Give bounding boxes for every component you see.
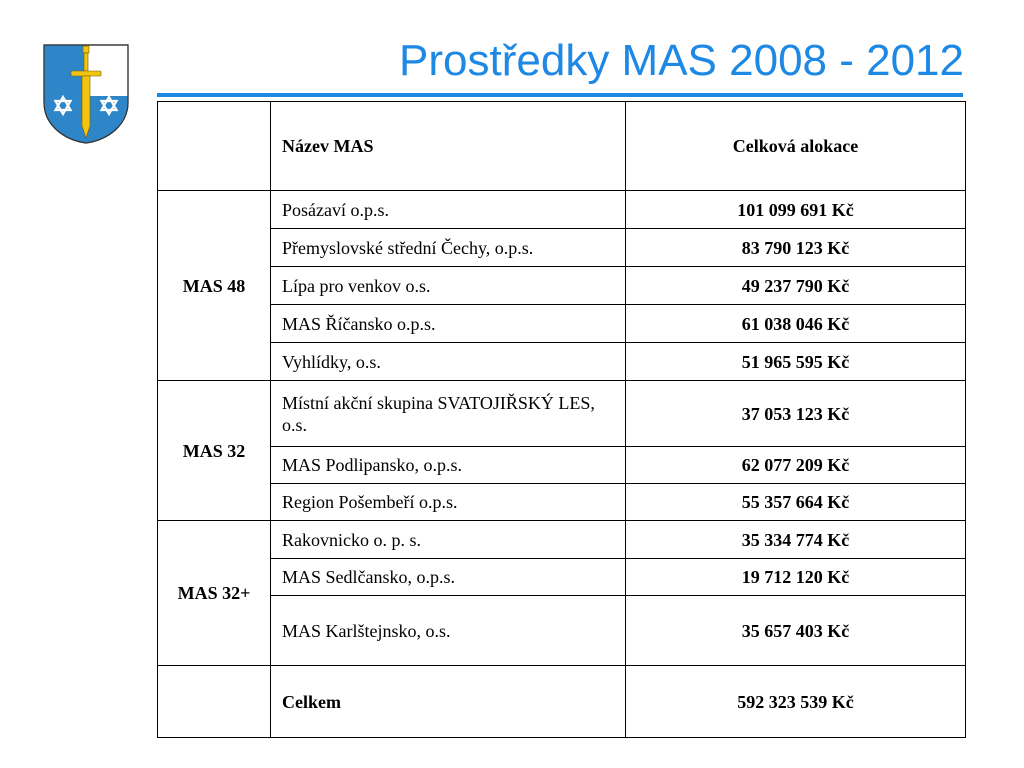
table-row: MAS 48 Posázaví o.p.s. 101 099 691 Kč [157, 190, 966, 381]
table-row: MAS 32 Místní akční skupina SVATOJIŘSKÝ … [157, 380, 966, 521]
table-row: Lípa pro venkov o.s. 49 237 790 Kč [158, 266, 966, 305]
total-amount: 592 323 539 Kč [625, 665, 966, 738]
mas-name: MAS Říčansko o.p.s. [270, 304, 626, 343]
mas-name: Rakovnicko o. p. s. [270, 520, 626, 559]
group-label: MAS 48 [157, 190, 271, 381]
mas-name: Region Pošembeří o.p.s. [270, 483, 626, 521]
mas-amount: 35 657 403 Kč [625, 595, 966, 666]
mas-amount: 61 038 046 Kč [625, 304, 966, 343]
mas-name: MAS Podlipansko, o.p.s. [270, 446, 626, 484]
mas-name: MAS Sedlčansko, o.p.s. [270, 558, 626, 596]
table-row: MAS 32+ Rakovnicko o. p. s. 35 334 774 K… [157, 520, 966, 666]
title-underline [157, 93, 963, 97]
mas-amount: 62 077 209 Kč [625, 446, 966, 484]
group-label: MAS 32+ [157, 520, 271, 666]
mas-name: Posázaví o.p.s. [270, 190, 626, 229]
mas-amount: 101 099 691 Kč [625, 190, 966, 229]
coat-of-arms-icon [43, 44, 129, 144]
mas-amount: 83 790 123 Kč [625, 228, 966, 267]
total-label: Celkem [270, 665, 626, 738]
table-row: MAS Podlipansko, o.p.s. 62 077 209 Kč [158, 446, 966, 484]
table-row: MAS Říčansko o.p.s. 61 038 046 Kč [158, 304, 966, 343]
mas-name: Vyhlídky, o.s. [270, 342, 626, 381]
total-row: Celkem 592 323 539 Kč [157, 665, 966, 738]
allocation-table: Název MAS Celková alokace MAS 48 Posázav… [157, 101, 966, 738]
mas-amount: 37 053 123 Kč [625, 380, 966, 447]
mas-name: Přemyslovské střední Čechy, o.p.s. [270, 228, 626, 267]
mas-name: Místní akční skupina SVATOJIŘSKÝ LES, o.… [270, 380, 626, 447]
page-title: Prostředky MAS 2008 - 2012 [399, 36, 964, 85]
header-amount: Celková alokace [625, 101, 966, 191]
mas-amount: 49 237 790 Kč [625, 266, 966, 305]
table-row: Vyhlídky, o.s. 51 965 595 Kč [158, 342, 966, 381]
mas-name: MAS Karlštejnsko, o.s. [270, 595, 626, 666]
header-name: Název MAS [270, 101, 626, 191]
mas-amount: 55 357 664 Kč [625, 483, 966, 521]
header-row: Název MAS Celková alokace [157, 101, 966, 191]
mas-amount: 51 965 595 Kč [625, 342, 966, 381]
table-row: Region Pošembeří o.p.s. 55 357 664 Kč [158, 483, 966, 521]
mas-amount: 19 712 120 Kč [625, 558, 966, 596]
table-row: MAS Sedlčansko, o.p.s. 19 712 120 Kč [158, 558, 966, 596]
table-row: MAS Karlštejnsko, o.s. 35 657 403 Kč [158, 595, 966, 666]
table-row: Přemyslovské střední Čechy, o.p.s. 83 79… [158, 228, 966, 267]
mas-name: Lípa pro venkov o.s. [270, 266, 626, 305]
group-label: MAS 32 [157, 380, 271, 521]
header-group-cell [157, 101, 271, 191]
mas-amount: 35 334 774 Kč [625, 520, 966, 559]
total-group-cell [157, 665, 271, 738]
